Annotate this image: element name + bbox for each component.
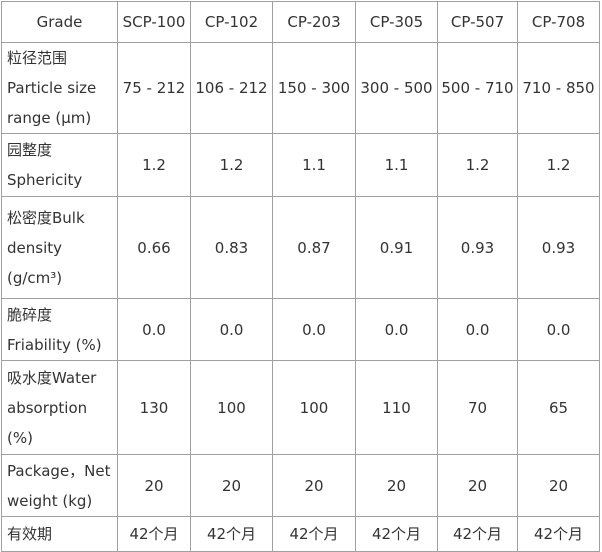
- data-cell: 100: [272, 360, 356, 455]
- data-cell: 710 - 850: [517, 42, 600, 134]
- label-line: Package，Net: [7, 461, 111, 480]
- data-cell: 0.0: [190, 298, 273, 361]
- data-cell: 106 - 212: [190, 42, 273, 134]
- data-cell: 1.2: [190, 133, 273, 197]
- data-cell: 1.1: [355, 133, 438, 197]
- label-line: 吸水度Water: [7, 368, 97, 387]
- data-cell: 1.2: [517, 133, 600, 197]
- data-cell: 42个月: [272, 516, 356, 552]
- data-cell: 0.83: [190, 196, 273, 299]
- data-row: 松密度Bulk density (g/cm³) 0.66 0.83 0.87 0.91 0.9…: [1, 196, 600, 299]
- label-line: density: [7, 238, 62, 257]
- row-label: 园整度 Sphericity: [1, 133, 118, 197]
- row-label: 吸水度Water absorption (%): [1, 360, 118, 455]
- data-cell: 20: [117, 454, 191, 517]
- header-cell: CP-305: [355, 1, 438, 43]
- label-line: range (μm): [7, 109, 92, 127]
- data-cell: 20: [517, 454, 600, 517]
- label-line: 有效期: [7, 525, 53, 543]
- data-cell: 1.2: [117, 133, 191, 197]
- label-line: weight (kg): [7, 491, 93, 510]
- data-row: Package，Net weight (kg) 20 20 20 20 20 20: [1, 454, 600, 517]
- label-line: Particle size: [7, 79, 97, 97]
- data-cell: 500 - 710: [437, 42, 518, 134]
- data-cell: 150 - 300: [272, 42, 356, 134]
- data-row: 有效期 42个月 42个月 42个月 42个月 42个月 42个月: [1, 516, 600, 552]
- data-row: 粒径范围 Particle size range (μm) 75 - 212 106 -…: [1, 42, 600, 134]
- row-label: 粒径范围 Particle size range (μm): [1, 42, 118, 134]
- data-cell: 20: [437, 454, 518, 517]
- data-cell: 70: [437, 360, 518, 455]
- label-line: absorption: [7, 398, 88, 417]
- data-cell: 1.2: [437, 133, 518, 197]
- data-cell: 100: [190, 360, 273, 455]
- label-line: 脆碎度: [7, 305, 53, 324]
- header-cell: CP-708: [517, 1, 600, 43]
- data-cell: 0.91: [355, 196, 438, 299]
- data-cell: 65: [517, 360, 600, 455]
- header-cell: CP-507: [437, 1, 518, 43]
- data-row: 脆碎度 Friability (%) 0.0 0.0 0.0 0.0 0.0 0.0: [1, 298, 600, 361]
- row-label: 松密度Bulk density (g/cm³): [1, 196, 118, 299]
- label-line: 粒径范围: [7, 49, 68, 67]
- header-row: Grade SCP-100 CP-102 CP-203 CP-305 CP-507 CP-7…: [1, 1, 600, 43]
- header-cell: CP-203: [272, 1, 356, 43]
- row-label: 脆碎度 Friability (%): [1, 298, 118, 361]
- data-cell: 42个月: [517, 516, 600, 552]
- data-cell: 42个月: [117, 516, 191, 552]
- data-row: 吸水度Water absorption (%) 130 100 100 110 70 65: [1, 360, 600, 455]
- label-line: Friability (%): [7, 335, 102, 354]
- data-cell: 0.0: [117, 298, 191, 361]
- label-line: 园整度: [7, 141, 53, 159]
- data-cell: 42个月: [190, 516, 273, 552]
- data-cell: 42个月: [355, 516, 438, 552]
- header-cell: Grade: [1, 1, 118, 43]
- label-line: (%): [7, 428, 33, 447]
- row-label: 有效期: [1, 516, 118, 552]
- data-cell: 300 - 500: [355, 42, 438, 134]
- data-cell: 75 - 212: [117, 42, 191, 134]
- data-cell: 0.0: [355, 298, 438, 361]
- data-cell: 0.0: [437, 298, 518, 361]
- label-line: 松密度Bulk: [7, 208, 85, 227]
- data-row: 园整度 Sphericity 1.2 1.2 1.1 1.1 1.2 1.2: [1, 133, 600, 197]
- data-cell: 0.93: [517, 196, 600, 299]
- data-cell: 130: [117, 360, 191, 455]
- data-cell: 20: [272, 454, 356, 517]
- data-cell: 0.87: [272, 196, 356, 299]
- header-cell: SCP-100: [117, 1, 191, 43]
- data-cell: 1.1: [272, 133, 356, 197]
- label-line: Sphericity: [7, 171, 83, 189]
- data-cell: 0.0: [517, 298, 600, 361]
- data-cell: 42个月: [437, 516, 518, 552]
- header-cell: CP-102: [190, 1, 273, 43]
- data-cell: 20: [355, 454, 438, 517]
- data-cell: 0.93: [437, 196, 518, 299]
- data-cell: 0.66: [117, 196, 191, 299]
- data-cell: 20: [190, 454, 273, 517]
- data-cell: 0.0: [272, 298, 356, 361]
- label-line: (g/cm³): [7, 268, 63, 287]
- row-label: Package，Net weight (kg): [1, 454, 118, 517]
- data-cell: 110: [355, 360, 438, 455]
